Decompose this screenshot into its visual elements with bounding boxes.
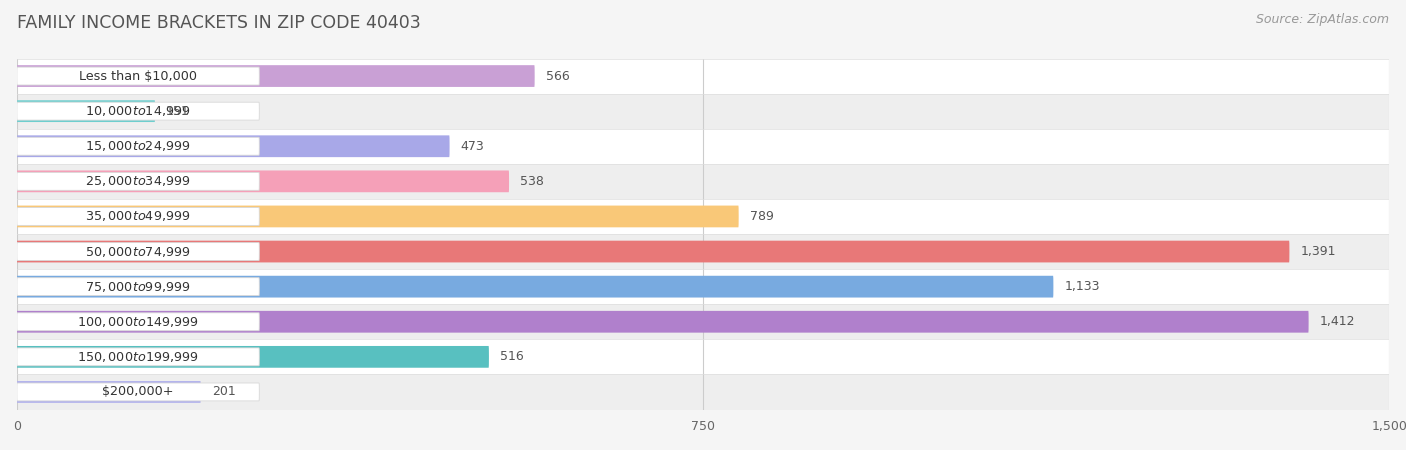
FancyBboxPatch shape	[17, 276, 1053, 297]
Text: 789: 789	[749, 210, 773, 223]
Text: 1,133: 1,133	[1064, 280, 1099, 293]
Text: 538: 538	[520, 175, 544, 188]
Text: $100,000 to $149,999: $100,000 to $149,999	[77, 315, 198, 329]
Text: 473: 473	[461, 140, 484, 153]
FancyBboxPatch shape	[17, 348, 259, 366]
FancyBboxPatch shape	[17, 207, 259, 225]
FancyBboxPatch shape	[17, 137, 259, 155]
FancyBboxPatch shape	[17, 206, 738, 227]
Text: $15,000 to $24,999: $15,000 to $24,999	[84, 139, 190, 153]
FancyBboxPatch shape	[17, 135, 450, 157]
Text: 1,412: 1,412	[1320, 315, 1355, 328]
Text: Source: ZipAtlas.com: Source: ZipAtlas.com	[1256, 14, 1389, 27]
Text: $35,000 to $49,999: $35,000 to $49,999	[84, 209, 190, 224]
Bar	[17, 164, 1389, 199]
Bar	[17, 199, 1389, 234]
Text: $75,000 to $99,999: $75,000 to $99,999	[84, 279, 190, 294]
Text: 566: 566	[546, 70, 569, 82]
FancyBboxPatch shape	[17, 278, 259, 296]
Bar	[17, 129, 1389, 164]
Text: 201: 201	[212, 386, 235, 398]
Bar	[17, 94, 1389, 129]
Text: Less than $10,000: Less than $10,000	[79, 70, 197, 82]
Text: $50,000 to $74,999: $50,000 to $74,999	[84, 244, 190, 259]
Text: $25,000 to $34,999: $25,000 to $34,999	[84, 174, 190, 189]
Text: $200,000+: $200,000+	[101, 386, 173, 398]
FancyBboxPatch shape	[17, 172, 259, 190]
Text: 516: 516	[501, 351, 523, 363]
Text: 1,391: 1,391	[1301, 245, 1336, 258]
FancyBboxPatch shape	[17, 67, 259, 85]
FancyBboxPatch shape	[17, 100, 155, 122]
FancyBboxPatch shape	[17, 383, 259, 401]
Text: $150,000 to $199,999: $150,000 to $199,999	[77, 350, 198, 364]
FancyBboxPatch shape	[17, 65, 534, 87]
FancyBboxPatch shape	[17, 313, 259, 331]
FancyBboxPatch shape	[17, 243, 259, 261]
FancyBboxPatch shape	[17, 171, 509, 192]
Bar	[17, 58, 1389, 94]
Bar	[17, 339, 1389, 374]
FancyBboxPatch shape	[17, 381, 201, 403]
FancyBboxPatch shape	[17, 241, 1289, 262]
Text: $10,000 to $14,999: $10,000 to $14,999	[84, 104, 190, 118]
FancyBboxPatch shape	[17, 311, 1309, 333]
Bar	[17, 269, 1389, 304]
Text: FAMILY INCOME BRACKETS IN ZIP CODE 40403: FAMILY INCOME BRACKETS IN ZIP CODE 40403	[17, 14, 420, 32]
FancyBboxPatch shape	[17, 346, 489, 368]
Bar	[17, 304, 1389, 339]
Bar	[17, 234, 1389, 269]
Bar	[17, 374, 1389, 410]
Text: 151: 151	[166, 105, 190, 117]
FancyBboxPatch shape	[17, 102, 259, 120]
